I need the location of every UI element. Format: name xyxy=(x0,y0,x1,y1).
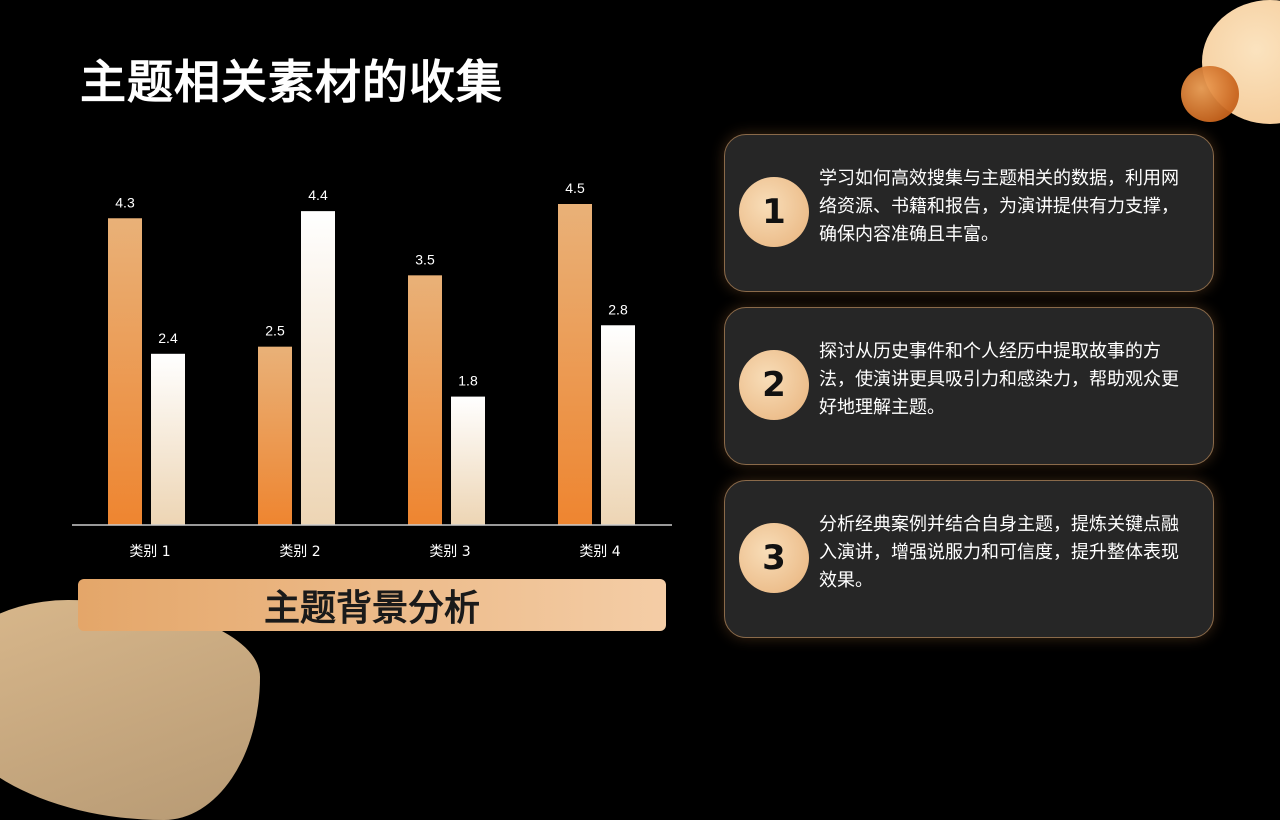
section-banner: 主题背景分析 xyxy=(78,579,666,631)
bar-chart: 4.3 2.4 类别 1 2.5 4.4 类别 2 3.5 1.8 类别 3 4.5 2.8 类别 4 xyxy=(72,180,672,560)
card-text: 分析经典案例并结合自身主题，提炼关键点融入演讲，增强说服力和可信度，提升整体表现… xyxy=(819,514,1179,591)
decorative-blob xyxy=(0,600,260,820)
page-title: 主题相关素材的收集 xyxy=(80,55,503,109)
x-tick-label: 类别 2 xyxy=(279,544,320,560)
data-label: 4.4 xyxy=(308,187,328,203)
bar-series-1-1 xyxy=(108,218,142,525)
data-label: 4.5 xyxy=(565,180,585,196)
data-label: 2.8 xyxy=(608,301,628,317)
bar-series-2-3 xyxy=(451,396,485,525)
bar-series-1-3 xyxy=(408,275,442,525)
bar-series-1-4 xyxy=(558,204,592,525)
data-label: 2.5 xyxy=(265,323,285,339)
data-label: 3.5 xyxy=(415,251,435,267)
decorative-circle-small xyxy=(1181,66,1239,122)
card-text: 探讨从历史事件和个人经历中提取故事的方法，使演讲更具吸引力和感染力，帮助观众更好… xyxy=(819,341,1179,418)
x-tick-label: 类别 1 xyxy=(129,544,170,560)
card-number-badge: 3 xyxy=(739,523,809,593)
bar-series-2-1 xyxy=(151,353,185,525)
card-number-badge: 1 xyxy=(739,177,809,247)
card-number-badge: 2 xyxy=(739,350,809,420)
data-label: 4.3 xyxy=(115,194,135,210)
info-card-2: 2 探讨从历史事件和个人经历中提取故事的方法，使演讲更具吸引力和感染力，帮助观众… xyxy=(724,307,1214,465)
bar-series-2-2 xyxy=(301,211,335,525)
x-tick-label: 类别 4 xyxy=(579,544,620,560)
data-label: 2.4 xyxy=(158,330,178,346)
data-label: 1.8 xyxy=(458,373,478,389)
info-card-1: 1 学习如何高效搜集与主题相关的数据，利用网络资源、书籍和报告，为演讲提供有力支… xyxy=(724,134,1214,292)
card-text: 学习如何高效搜集与主题相关的数据，利用网络资源、书籍和报告，为演讲提供有力支撑，… xyxy=(819,168,1179,245)
bar-series-2-4 xyxy=(601,325,635,525)
x-tick-label: 类别 3 xyxy=(429,544,470,560)
bar-series-1-2 xyxy=(258,346,292,525)
info-card-3: 3 分析经典案例并结合自身主题，提炼关键点融入演讲，增强说服力和可信度，提升整体… xyxy=(724,480,1214,638)
